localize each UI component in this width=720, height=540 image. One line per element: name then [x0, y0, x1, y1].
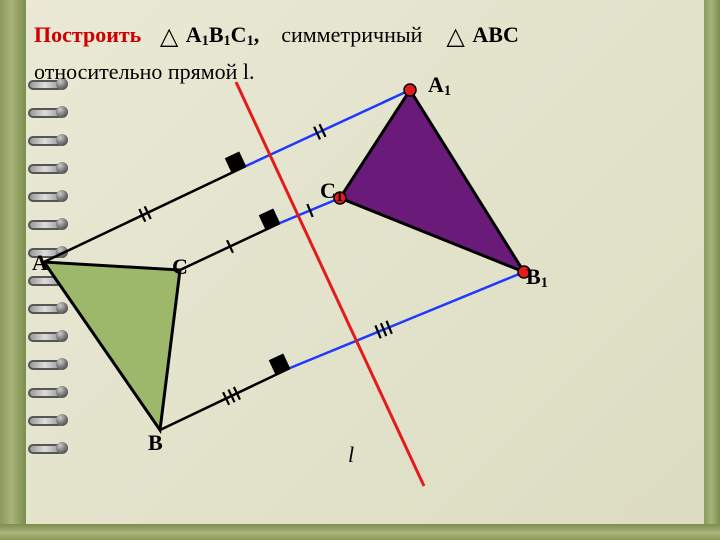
slide: Построить △ A1B1C1, симметричный △ ABC о… — [0, 0, 720, 540]
delta-1: △ — [160, 19, 178, 55]
line2: относительно прямой l. — [34, 59, 255, 84]
label-A1: A1 — [428, 72, 451, 100]
label-B: B — [148, 430, 163, 456]
label-C1: C1 — [320, 178, 343, 206]
label-A: A — [32, 250, 48, 276]
label-B1: B1 — [526, 264, 548, 292]
delta-2: △ — [446, 19, 464, 55]
word-build: Построить — [34, 22, 141, 47]
label-l: l — [348, 442, 354, 468]
tri2: ABC — [472, 22, 518, 47]
title-text: Построить △ A1B1C1, симметричный △ ABC о… — [34, 18, 674, 88]
label-C: C — [172, 254, 188, 280]
word-symmetric: симметричный — [281, 22, 422, 47]
tri1: A1B1C1, — [186, 22, 265, 47]
